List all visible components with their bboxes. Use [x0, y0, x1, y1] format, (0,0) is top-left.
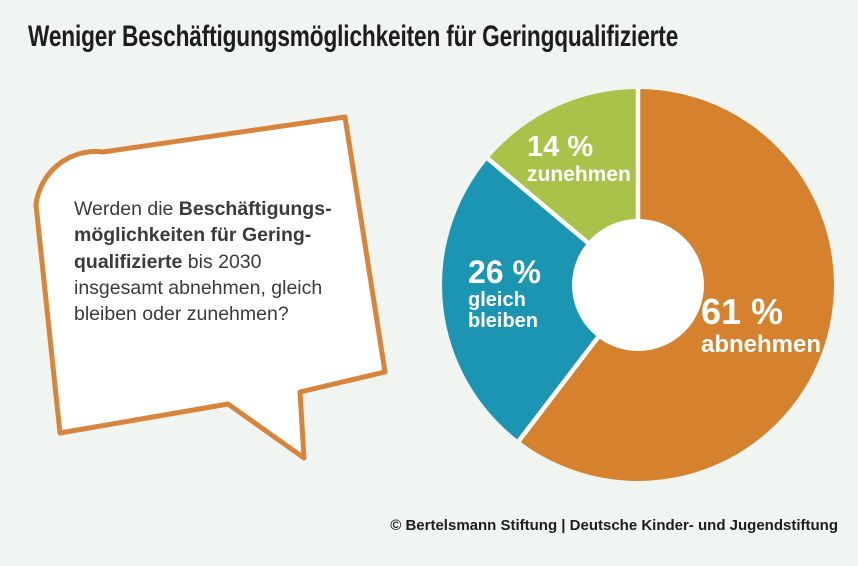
segment-name-zunehmen: zunehmen — [527, 163, 631, 186]
segment-value-zunehmen: 14 % — [527, 131, 594, 163]
page-title: Weniger Beschäftigungsmöglichkeiten für … — [28, 20, 679, 53]
segment-value-gleich-bleiben: 26 % — [468, 254, 541, 290]
speech-bubble-shape — [33, 114, 388, 461]
segment-label-gleich-bleiben: 26 % gleich bleiben — [468, 255, 541, 332]
segment-value-abnehmen: 61 % — [701, 291, 784, 332]
segment-name-bleiben: bleiben — [468, 310, 539, 332]
segment-label-abnehmen: 61 % abnehmen — [701, 292, 821, 358]
segment-name-abnehmen: abnehmen — [701, 331, 822, 358]
donut-hole — [572, 219, 704, 351]
copyright-credit: © Bertelsmann Stiftung | Deutsche Kinder… — [390, 517, 838, 534]
segment-name-gleich: gleich — [468, 289, 526, 311]
segment-label-zunehmen: 14 % zunehmen — [527, 131, 631, 186]
donut-segment-gleich-bleiben — [442, 158, 638, 441]
question-text: Werden die Beschäftigungs-möglichkeiten … — [74, 198, 332, 326]
